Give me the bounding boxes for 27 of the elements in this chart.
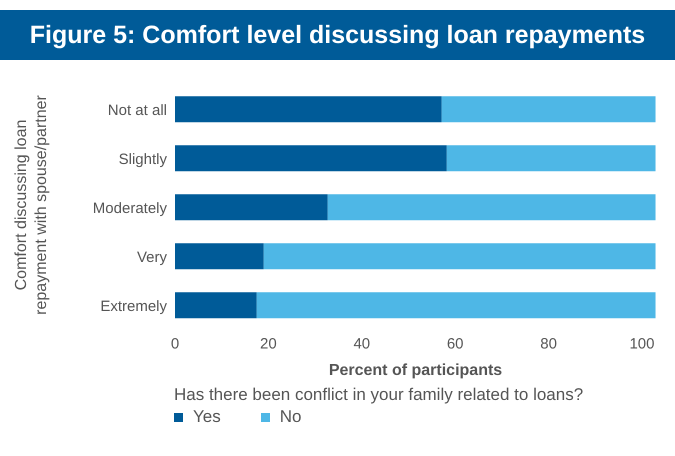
bar — [442, 96, 656, 122]
bar — [446, 145, 656, 172]
x-tick-label: 40 — [353, 336, 370, 353]
legend-label: Yes — [193, 407, 221, 427]
x-tick-label: 60 — [446, 336, 464, 353]
x-tick-label: 0 — [170, 336, 180, 353]
y-tick-label: Extremely — [100, 298, 168, 315]
legend-title: Has there been conflict in your family related to loans? — [174, 385, 584, 405]
bar — [175, 194, 328, 220]
x-tick-label: 100 — [629, 336, 655, 353]
bar — [175, 145, 447, 172]
bar — [175, 243, 264, 270]
y-tick-label: Slightly — [118, 150, 168, 168]
y-tick-label: Not at all — [108, 102, 167, 119]
bar — [264, 243, 656, 270]
bar — [256, 292, 656, 318]
y-tick-label: Very — [136, 248, 168, 266]
x-tick-label: 20 — [260, 336, 277, 353]
y-axis-title: Comfort discussing loan repayment with spouse/partner — [13, 94, 50, 315]
legend-label: No — [280, 407, 302, 427]
bar — [328, 194, 656, 220]
x-tick-label: 80 — [540, 336, 557, 353]
bar — [175, 96, 442, 122]
chart-title: Figure 5: Comfort level discussing loan repayments — [0, 10, 675, 60]
bar — [175, 292, 257, 318]
x-axis-title: Percent of participants — [328, 362, 502, 379]
y-tick-label: Moderately — [92, 200, 168, 217]
